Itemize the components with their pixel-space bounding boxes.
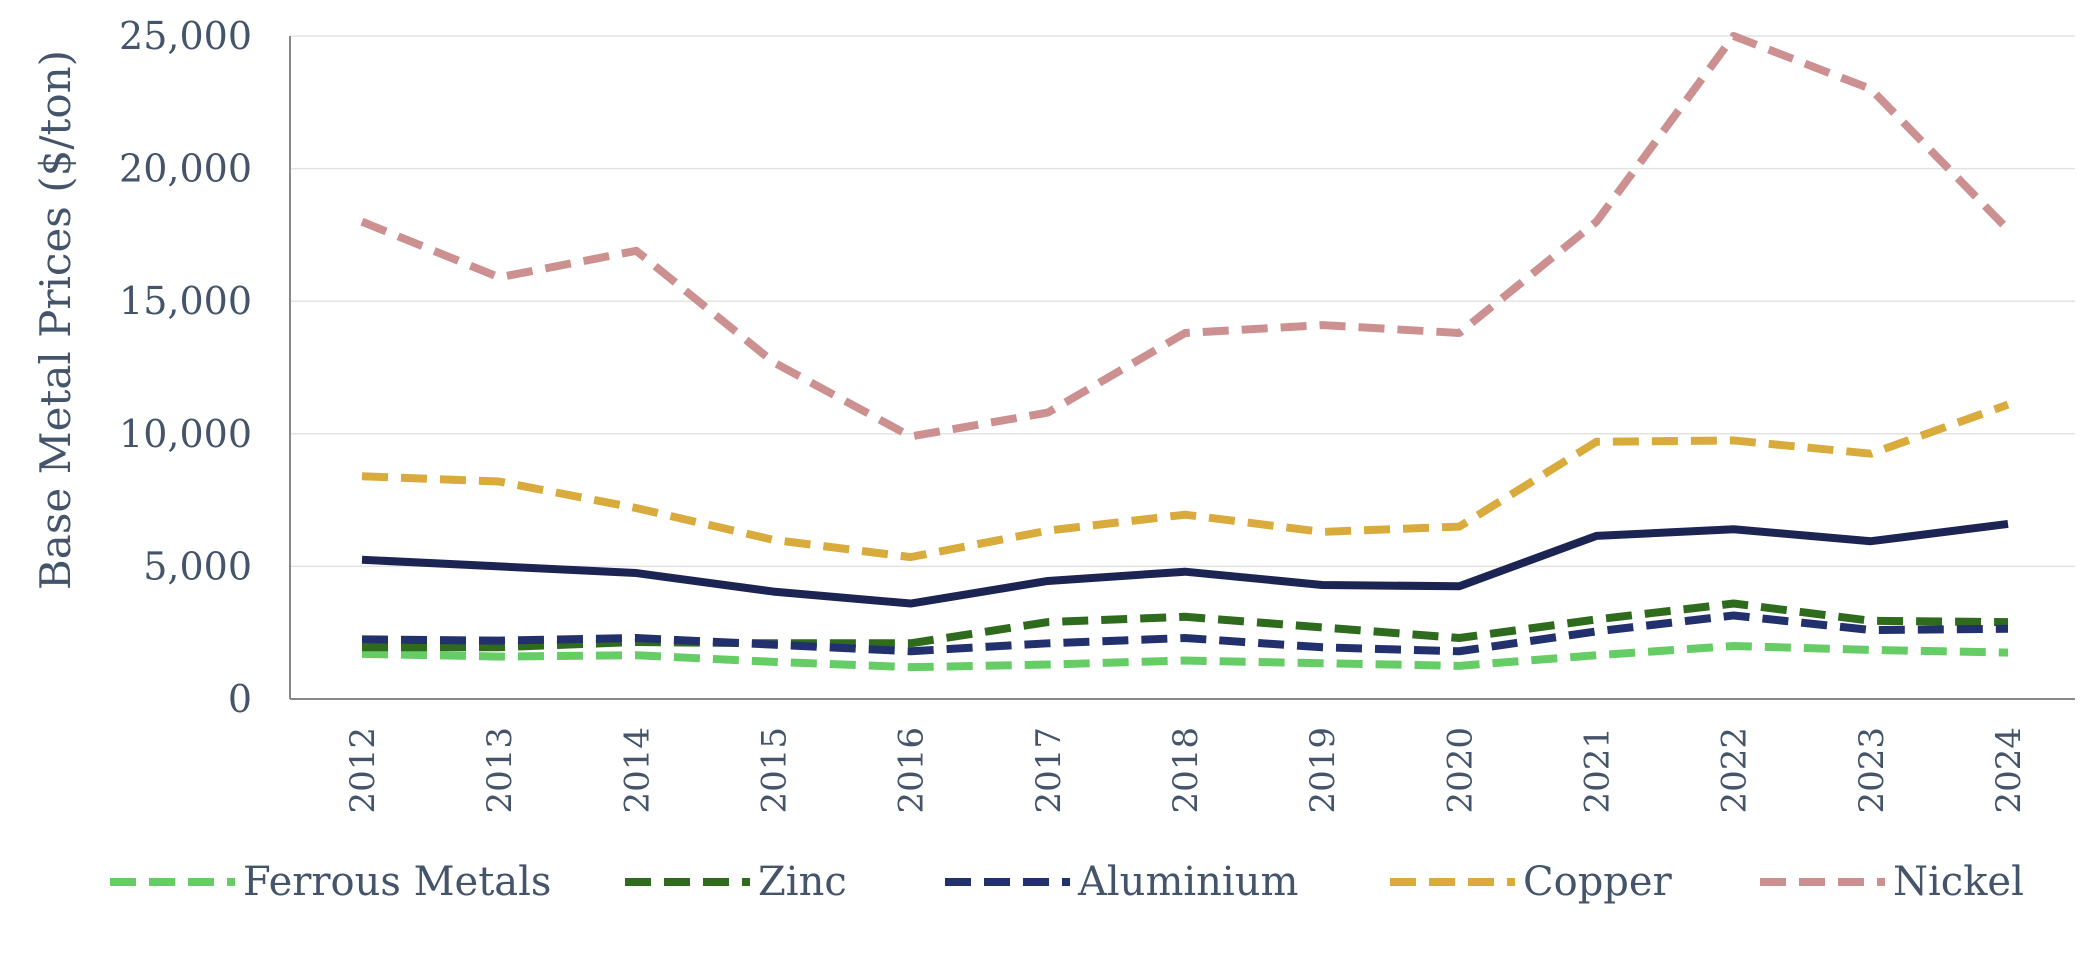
legend-item: Aluminium bbox=[945, 859, 1298, 905]
legend-label: Nickel bbox=[1893, 859, 2024, 905]
series-ferrous-metals bbox=[362, 646, 2008, 667]
y-tick-label: 20,000 bbox=[119, 147, 252, 191]
series-nickel bbox=[362, 36, 2008, 436]
series-line bbox=[362, 646, 2008, 667]
legend-item: Ferrous Metals bbox=[110, 859, 551, 905]
y-tick-label: 0 bbox=[228, 677, 252, 721]
axes bbox=[290, 36, 2075, 699]
legend-item: Nickel bbox=[1760, 859, 2024, 905]
x-tick-label: 2017 bbox=[1029, 727, 1069, 814]
x-tick-label: 2014 bbox=[617, 727, 657, 814]
x-tick-label: 2012 bbox=[343, 727, 383, 814]
x-tick-label: 2019 bbox=[1303, 727, 1343, 814]
x-tick-label: 2023 bbox=[1852, 727, 1892, 814]
y-tick-label: 10,000 bbox=[119, 412, 252, 456]
x-tick-label: 2024 bbox=[1989, 727, 2029, 814]
x-tick-label: 2022 bbox=[1715, 727, 1755, 814]
x-tick-label: 2021 bbox=[1578, 727, 1618, 814]
y-tick-label: 15,000 bbox=[119, 279, 252, 323]
series-line bbox=[362, 36, 2008, 436]
legend-label: Aluminium bbox=[1077, 859, 1298, 905]
y-axis-label: Base Metal Prices ($/ton) bbox=[31, 50, 80, 590]
series-line bbox=[362, 524, 2008, 604]
gridlines bbox=[290, 36, 2075, 566]
series-base-metals-average bbox=[362, 524, 2008, 604]
y-tick-label: 5,000 bbox=[143, 544, 252, 588]
legend-label: Ferrous Metals bbox=[243, 859, 551, 905]
series-lines bbox=[362, 36, 2008, 667]
x-tick-labels: 2012 2013 2014 2015 2016 2017 2018 2019 2020 2021… bbox=[343, 727, 2029, 814]
x-tick-label: 2016 bbox=[892, 727, 932, 814]
x-tick-label: 2013 bbox=[480, 727, 520, 814]
legend-item: Copper bbox=[1390, 859, 1673, 905]
x-tick-label: 2015 bbox=[755, 727, 795, 814]
y-tick-labels: 0 5,000 10,000 15,000 20,000 25,000 bbox=[119, 14, 252, 721]
x-tick-label: 2020 bbox=[1440, 727, 1480, 814]
legend-label: Copper bbox=[1523, 859, 1673, 905]
legend-item: Zinc bbox=[625, 859, 847, 905]
y-tick-label: 25,000 bbox=[119, 14, 252, 58]
legend-label: Zinc bbox=[758, 859, 847, 905]
x-tick-label: 2018 bbox=[1166, 727, 1206, 814]
legend: Ferrous Metals Zinc Aluminium Copper Nickel bbox=[110, 859, 2024, 905]
